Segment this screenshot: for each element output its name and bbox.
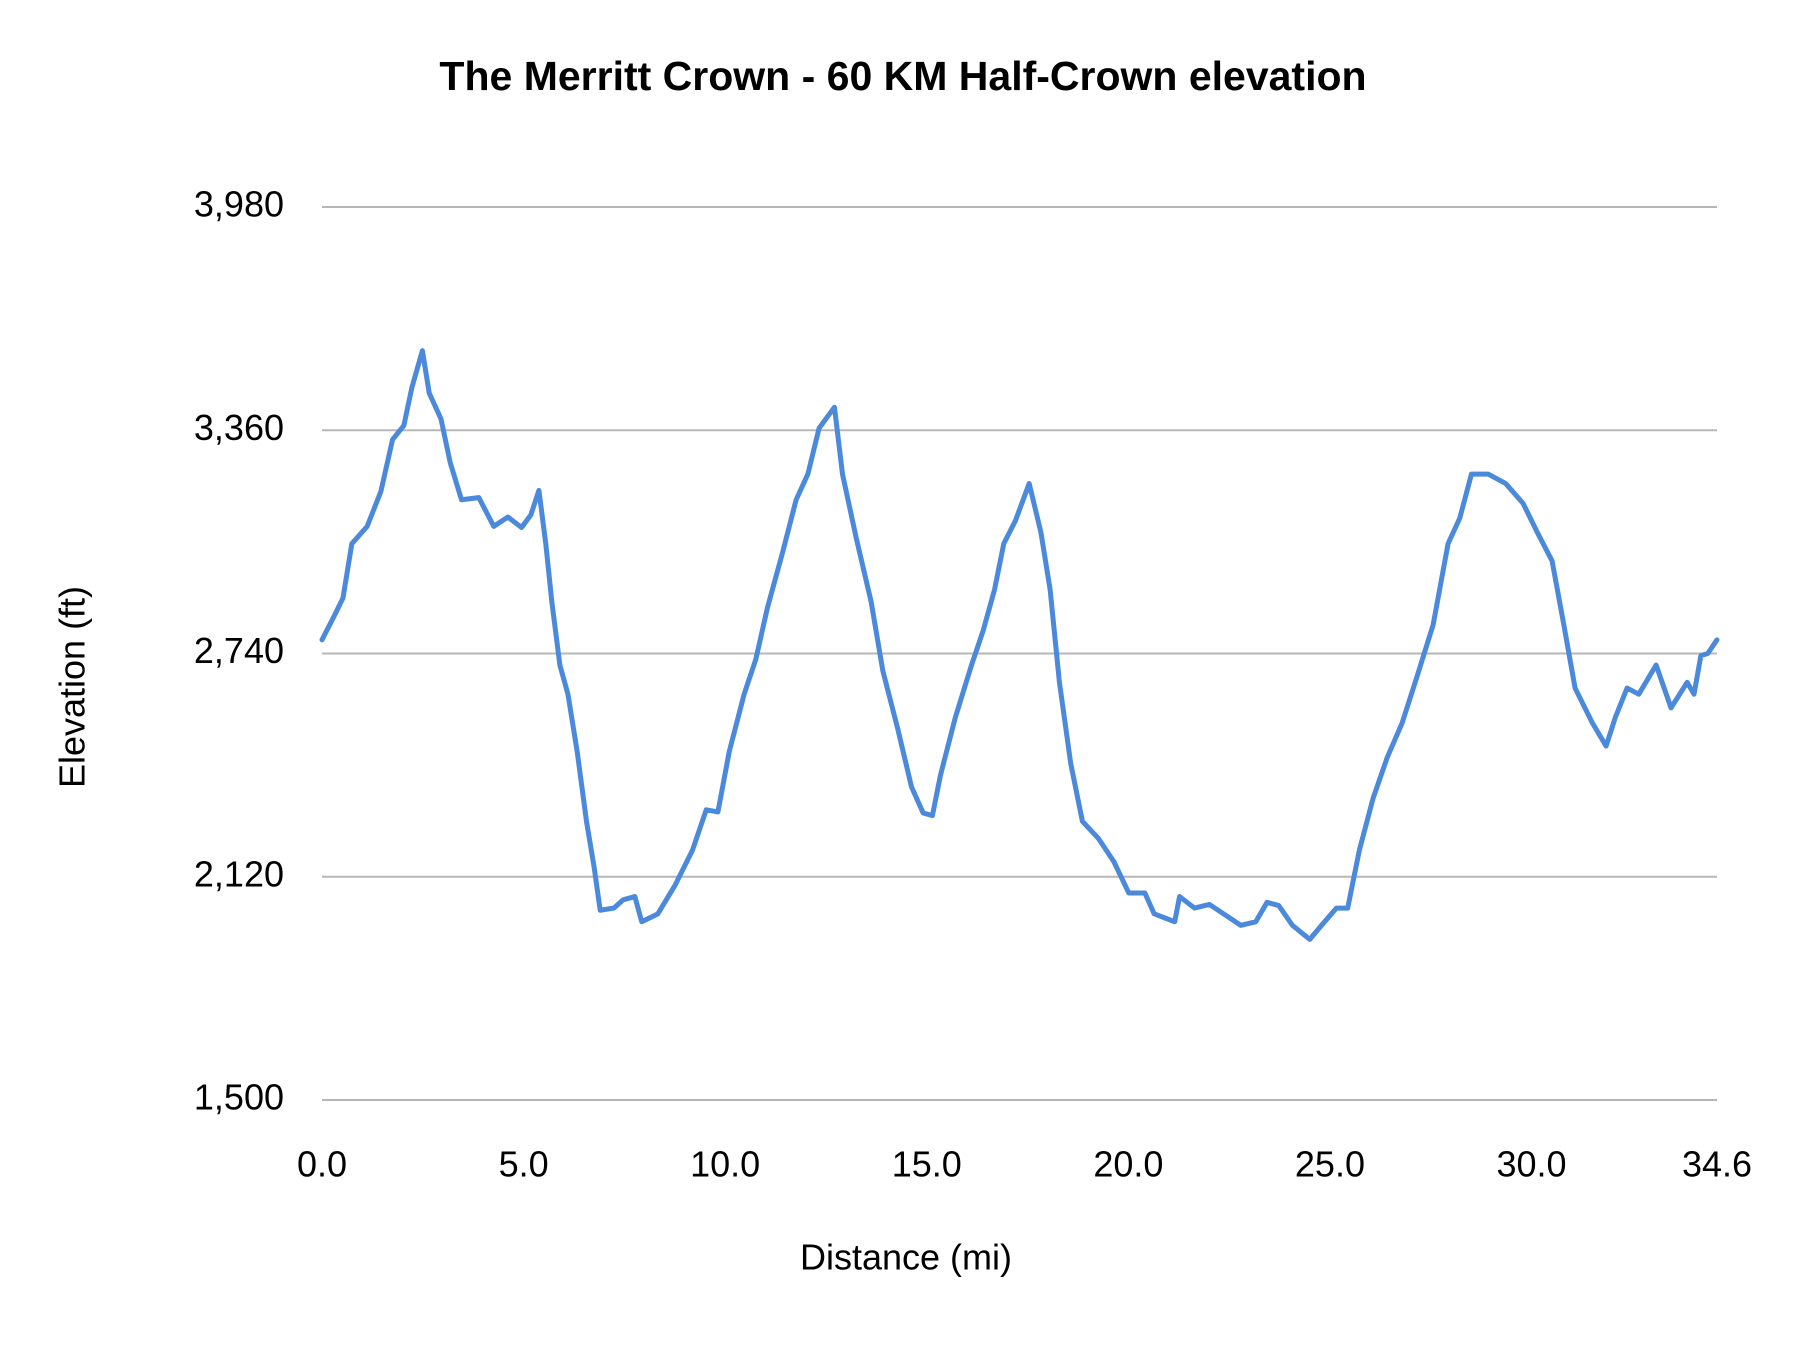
- x-tick-label: 30.0: [1496, 1144, 1566, 1185]
- y-tick-label: 1,500: [194, 1077, 284, 1118]
- y-axis-title: Elevation (ft): [52, 586, 93, 788]
- y-tick-label: 2,740: [194, 630, 284, 671]
- x-tick-label: 20.0: [1093, 1144, 1163, 1185]
- chart-title: The Merritt Crown - 60 KM Half-Crown ele…: [439, 53, 1366, 99]
- y-tick-label: 3,980: [194, 184, 284, 225]
- x-tick-label: 15.0: [892, 1144, 962, 1185]
- elevation-line: [319, 348, 1720, 942]
- x-tick-label: 5.0: [499, 1144, 549, 1185]
- x-tick-label: 0.0: [297, 1144, 347, 1185]
- x-tick-label: 34.6: [1682, 1144, 1752, 1185]
- x-axis-title: Distance (mi): [800, 1237, 1012, 1278]
- x-tick-label: 10.0: [690, 1144, 760, 1185]
- y-tick-label: 2,120: [194, 853, 284, 894]
- x-tick-label: 25.0: [1295, 1144, 1365, 1185]
- y-tick-label: 3,360: [194, 407, 284, 448]
